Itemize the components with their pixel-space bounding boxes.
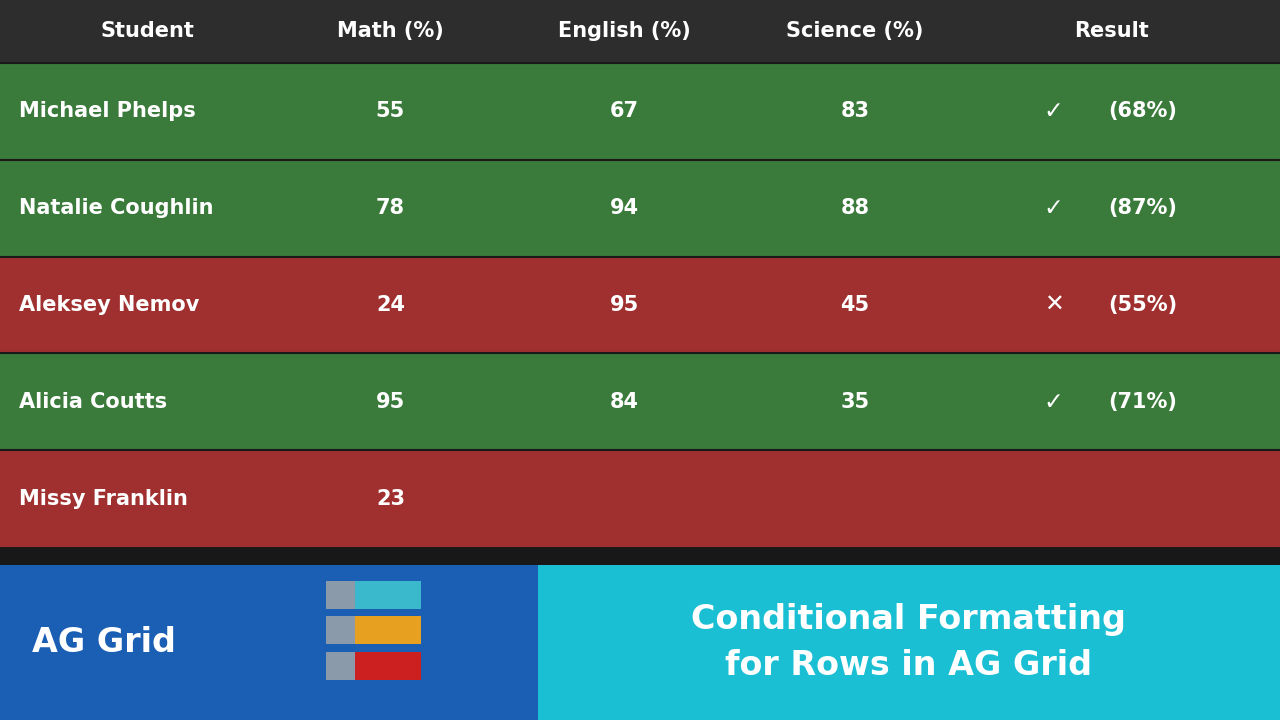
Text: Alicia Coutts: Alicia Coutts bbox=[19, 392, 168, 412]
Bar bbox=[0, 256, 1280, 354]
Bar bbox=[326, 580, 406, 608]
Bar bbox=[0, 547, 1280, 565]
Text: 83: 83 bbox=[841, 102, 869, 122]
Bar bbox=[0, 354, 1280, 450]
Text: Conditional Formatting
for Rows in AG Grid: Conditional Formatting for Rows in AG Gr… bbox=[691, 603, 1126, 682]
Text: Result: Result bbox=[1074, 22, 1148, 42]
Bar bbox=[0, 160, 1280, 256]
Text: Michael Phelps: Michael Phelps bbox=[19, 102, 196, 122]
Text: 78: 78 bbox=[376, 198, 404, 218]
Bar bbox=[355, 580, 421, 608]
Bar bbox=[355, 616, 421, 644]
Text: (68%): (68%) bbox=[1108, 102, 1178, 122]
Bar bbox=[355, 652, 421, 680]
Text: 95: 95 bbox=[611, 295, 639, 315]
Text: ✓: ✓ bbox=[1043, 197, 1064, 220]
Text: English (%): English (%) bbox=[558, 22, 691, 42]
Text: 94: 94 bbox=[611, 198, 639, 218]
Text: (71%): (71%) bbox=[1108, 392, 1178, 412]
Text: ✕: ✕ bbox=[1043, 293, 1064, 317]
Text: 84: 84 bbox=[611, 392, 639, 412]
Text: Science (%): Science (%) bbox=[786, 22, 924, 42]
Text: 24: 24 bbox=[376, 295, 404, 315]
Text: ✓: ✓ bbox=[1043, 390, 1064, 414]
Text: 45: 45 bbox=[841, 295, 869, 315]
Text: 95: 95 bbox=[376, 392, 404, 412]
Text: Aleksey Nemov: Aleksey Nemov bbox=[19, 295, 200, 315]
Bar bbox=[538, 565, 1280, 720]
Bar bbox=[0, 450, 1280, 547]
Bar bbox=[326, 652, 390, 680]
Text: ✓: ✓ bbox=[1043, 99, 1064, 123]
Text: Math (%): Math (%) bbox=[337, 22, 444, 42]
Text: Missy Franklin: Missy Franklin bbox=[19, 489, 188, 509]
Text: 23: 23 bbox=[376, 489, 404, 509]
Text: Natalie Coughlin: Natalie Coughlin bbox=[19, 198, 214, 218]
Text: 88: 88 bbox=[841, 198, 869, 218]
Bar bbox=[326, 616, 397, 644]
Text: 35: 35 bbox=[841, 392, 869, 412]
Bar bbox=[0, 0, 1280, 63]
Text: 67: 67 bbox=[611, 102, 639, 122]
Text: AG Grid: AG Grid bbox=[32, 626, 175, 659]
Text: (55%): (55%) bbox=[1108, 295, 1178, 315]
Text: 55: 55 bbox=[376, 102, 404, 122]
Text: (87%): (87%) bbox=[1108, 198, 1178, 218]
Bar bbox=[0, 63, 1280, 160]
Text: Student: Student bbox=[100, 22, 195, 42]
Bar bbox=[0, 565, 538, 720]
